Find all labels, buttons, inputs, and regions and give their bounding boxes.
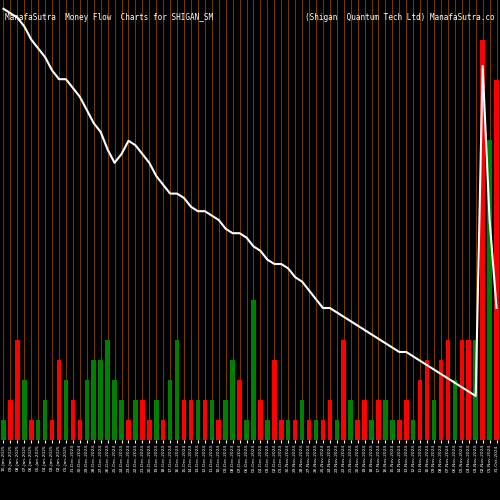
Bar <box>438 360 443 440</box>
Bar <box>120 400 124 440</box>
Bar <box>126 420 130 440</box>
Bar <box>432 400 436 440</box>
Bar <box>320 420 325 440</box>
Bar <box>383 400 388 440</box>
Text: (Shigan  Quantum Tech Ltd) ManafaSutra.co: (Shigan Quantum Tech Ltd) ManafaSutra.co <box>306 13 495 22</box>
Bar <box>196 400 200 440</box>
Bar <box>251 300 256 440</box>
Bar <box>397 420 402 440</box>
Bar <box>356 420 360 440</box>
Bar <box>314 420 318 440</box>
Bar <box>446 340 450 440</box>
Bar <box>1 420 6 440</box>
Bar <box>376 400 380 440</box>
Bar <box>286 420 290 440</box>
Bar <box>460 340 464 440</box>
Bar <box>15 340 20 440</box>
Bar <box>43 400 48 440</box>
Bar <box>293 420 298 440</box>
Bar <box>161 420 166 440</box>
Bar <box>140 400 144 440</box>
Bar <box>418 380 422 440</box>
Bar <box>210 400 214 440</box>
Bar <box>202 400 207 440</box>
Bar <box>244 420 249 440</box>
Bar <box>404 400 408 440</box>
Bar <box>488 140 492 440</box>
Bar <box>147 420 152 440</box>
Bar <box>272 360 276 440</box>
Bar <box>92 360 96 440</box>
Bar <box>238 380 242 440</box>
Bar <box>370 420 374 440</box>
Bar <box>307 420 312 440</box>
Bar <box>188 400 193 440</box>
Bar <box>279 420 283 440</box>
Bar <box>106 340 110 440</box>
Bar <box>112 380 117 440</box>
Bar <box>133 400 138 440</box>
Bar <box>168 380 172 440</box>
Bar <box>50 420 54 440</box>
Bar <box>334 420 339 440</box>
Bar <box>64 380 68 440</box>
Bar <box>57 360 62 440</box>
Bar <box>70 400 75 440</box>
Bar <box>328 400 332 440</box>
Bar <box>348 400 353 440</box>
Bar <box>390 420 394 440</box>
Bar <box>8 400 12 440</box>
Bar <box>362 400 367 440</box>
Bar <box>474 340 478 440</box>
Bar <box>182 400 186 440</box>
Bar <box>98 360 103 440</box>
Bar <box>216 420 221 440</box>
Bar <box>22 380 26 440</box>
Bar <box>175 340 180 440</box>
Bar <box>494 80 499 440</box>
Bar <box>36 420 40 440</box>
Bar <box>84 380 89 440</box>
Text: ManafaSutra  Money Flow  Charts for SHIGAN_SM: ManafaSutra Money Flow Charts for SHIGAN… <box>5 13 213 22</box>
Bar <box>466 340 471 440</box>
Bar <box>452 380 457 440</box>
Bar <box>480 40 485 440</box>
Bar <box>230 360 235 440</box>
Bar <box>154 400 158 440</box>
Bar <box>425 360 430 440</box>
Bar <box>265 420 270 440</box>
Bar <box>342 340 346 440</box>
Bar <box>78 420 82 440</box>
Bar <box>29 420 34 440</box>
Bar <box>411 420 416 440</box>
Bar <box>258 400 262 440</box>
Bar <box>224 400 228 440</box>
Bar <box>300 400 304 440</box>
